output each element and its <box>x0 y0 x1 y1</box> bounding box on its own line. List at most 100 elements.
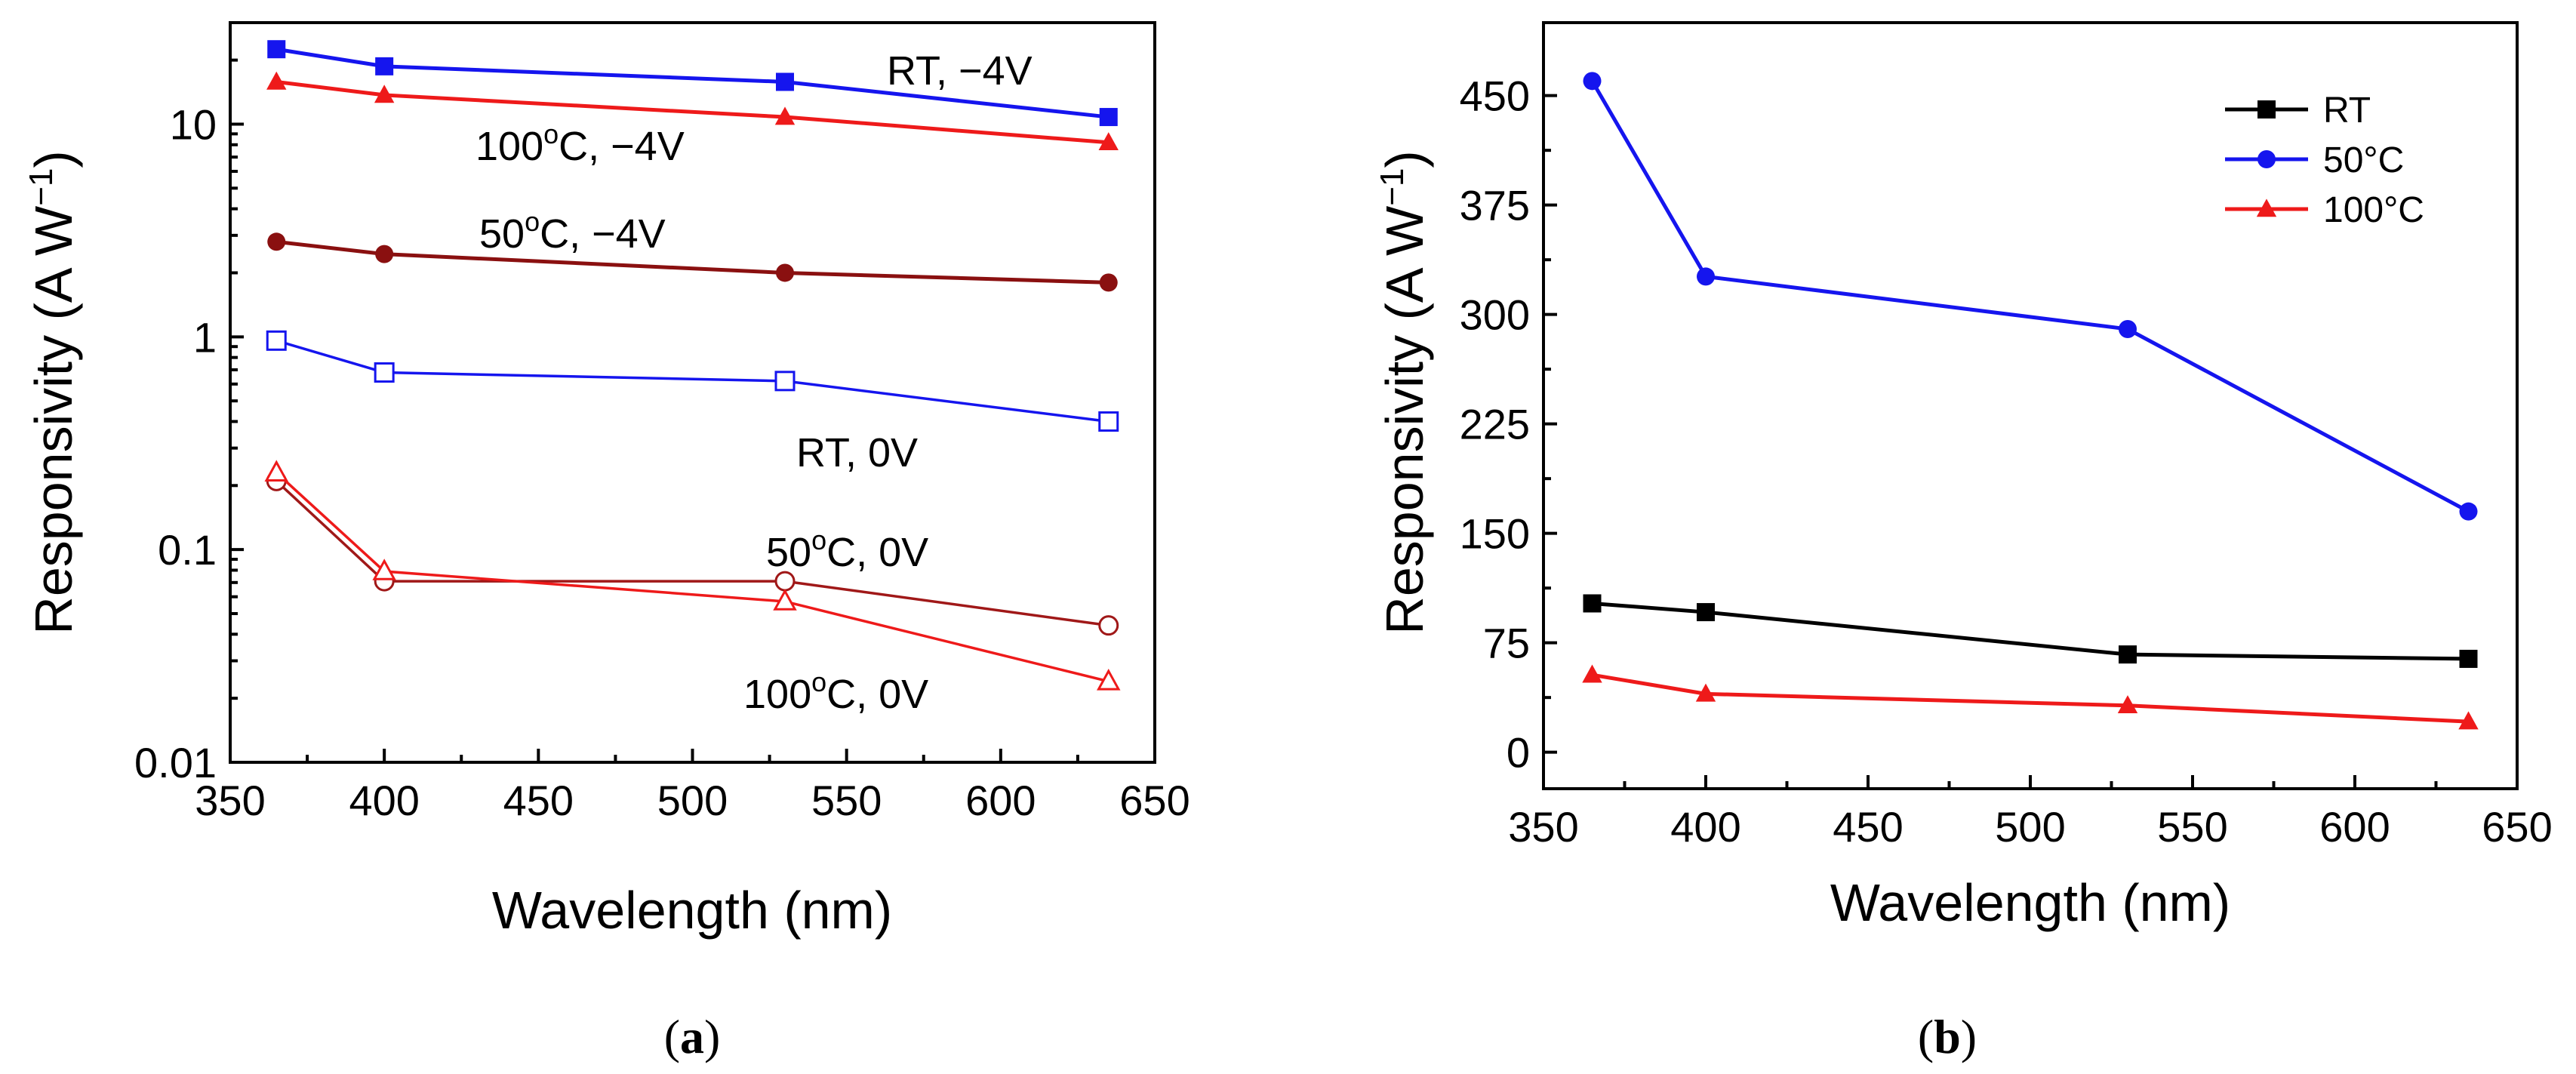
data-point-rt-minus4v <box>375 57 394 75</box>
legend-label: 100°C <box>2323 190 2424 230</box>
y-tick-label: 150 <box>1460 510 1530 558</box>
x-tick-label: 500 <box>1995 803 2065 851</box>
y-tick-label: 1 <box>193 313 217 361</box>
data-point-100c-0v <box>264 460 288 482</box>
legend-marker <box>2257 100 2276 118</box>
data-point-50c <box>2119 320 2137 338</box>
series-100c-minus4v <box>266 71 1119 151</box>
x-tick-label: 450 <box>1833 803 1903 851</box>
data-point-rt <box>2459 649 2478 668</box>
panel-a-y-axis-title: Responsivity (A W−1) <box>23 150 83 634</box>
series-line-100c-0v <box>275 471 1109 683</box>
data-point-50c-minus4v <box>776 263 794 282</box>
x-tick-label: 350 <box>195 777 265 824</box>
panel-b-x-axis-title: Wavelength (nm) <box>1830 873 2230 932</box>
legend-marker <box>2257 150 2276 168</box>
data-point-50c <box>2459 502 2478 521</box>
series-rt-0v <box>266 330 1119 432</box>
data-point-50c <box>1583 72 1602 91</box>
data-point-50c-0v <box>1098 615 1119 636</box>
annotation-100c-0v: 100oC, 0V <box>743 666 928 717</box>
data-point-100c-0v <box>1097 669 1121 691</box>
data-point-100c <box>1582 664 1602 683</box>
y-tick-label: 10 <box>170 100 217 148</box>
data-point-100c <box>2458 711 2479 730</box>
legend-label: 50°C <box>2323 140 2404 180</box>
data-point-100c <box>1695 683 1716 702</box>
data-point-rt <box>2119 645 2137 664</box>
data-point-rt-0v <box>266 330 287 351</box>
y-tick-label: 75 <box>1483 620 1530 667</box>
x-tick-label: 600 <box>965 777 1036 824</box>
y-tick-label: 375 <box>1460 182 1530 229</box>
panel-b-x-ticks: 350 400 450 500 550 600 650 <box>1508 775 2553 851</box>
panel-a: 350 400 450 500 550 600 650 0.01 0.1 1 10 Wavelen… <box>23 21 1190 1063</box>
series-line-100c-minus4v <box>275 80 1109 145</box>
panel-a-y-ticks: 0.01 0.1 1 10 <box>134 21 244 786</box>
x-tick-label: 450 <box>503 777 574 824</box>
series-line-50c-minus4v <box>275 239 1109 285</box>
data-point-rt <box>1697 603 1715 622</box>
panel-b-y-axis-title: Responsivity (A W−1) <box>1374 150 1434 634</box>
series-rt-minus4v <box>267 40 1118 127</box>
legend-item-50c: 50°C <box>2225 140 2404 180</box>
annotation-100c-minus4v: 100oC, −4V <box>475 118 685 169</box>
series-line-rt-0v <box>275 339 1109 423</box>
data-point-rt-minus4v <box>267 40 286 59</box>
series-line-50c <box>1590 80 2470 513</box>
series-50c <box>1583 72 2478 521</box>
x-tick-label: 500 <box>657 777 728 824</box>
panel-a-series <box>264 40 1121 691</box>
data-point-100c-minus4v <box>1098 132 1119 151</box>
annotation-50c-minus4v: 50oC, −4V <box>479 206 666 257</box>
data-point-50c <box>1697 267 1715 286</box>
data-point-50c-minus4v <box>267 232 286 251</box>
y-tick-label: 225 <box>1460 401 1530 448</box>
panel-b-plot-frame <box>1542 21 2519 790</box>
panel-b-caption: (b) <box>1918 1010 1977 1063</box>
legend-label: RT <box>2323 91 2371 131</box>
x-tick-label: 400 <box>349 777 419 824</box>
data-point-rt-0v <box>374 362 395 383</box>
y-tick-label: 300 <box>1460 291 1530 339</box>
series-50c-minus4v <box>267 232 1118 292</box>
y-tick-label: 0 <box>1507 729 1530 777</box>
data-point-rt-minus4v <box>1099 108 1118 127</box>
annotation-rt-minus4v: RT, −4V <box>887 48 1033 94</box>
series-line-rt-minus4v <box>275 47 1109 119</box>
x-tick-label: 600 <box>2319 803 2390 851</box>
series-line-rt <box>1592 601 2469 661</box>
y-tick-label: 0.01 <box>134 739 217 786</box>
series-100c-0v <box>264 460 1121 691</box>
x-tick-label: 550 <box>811 777 882 824</box>
panel-b-legend: RT 50°C 100°C <box>2225 91 2424 230</box>
data-point-100c <box>2117 695 2138 714</box>
legend-marker <box>2256 198 2277 217</box>
panel-b-y-ticks: 0 75 150 225 300 375 450 <box>1460 72 1557 777</box>
series-line-50c-0v <box>275 480 1109 627</box>
data-point-100c-minus4v <box>374 85 395 103</box>
panel-a-x-axis-title: Wavelength (nm) <box>492 881 892 940</box>
data-point-100c-0v <box>773 589 797 611</box>
data-point-rt <box>1583 594 1602 613</box>
series-100c <box>1582 664 2479 730</box>
panel-a-caption: (a) <box>664 1010 721 1063</box>
legend-item-rt: RT <box>2225 91 2371 131</box>
x-tick-label: 650 <box>2482 803 2552 851</box>
x-tick-label: 550 <box>2157 803 2227 851</box>
data-point-100c-minus4v <box>266 71 287 90</box>
x-tick-label: 400 <box>1670 803 1740 851</box>
data-point-100c-0v <box>372 559 396 580</box>
data-point-rt-0v <box>774 371 796 392</box>
legend-item-100c: 100°C <box>2225 190 2424 230</box>
data-point-rt-minus4v <box>776 72 794 91</box>
annotation-rt-0v: RT, 0V <box>796 430 918 475</box>
panel-b-series <box>1582 72 2479 730</box>
x-tick-label: 350 <box>1508 803 1578 851</box>
y-tick-label: 450 <box>1460 72 1530 120</box>
series-50c-0v <box>266 470 1119 636</box>
data-point-50c-minus4v <box>375 245 394 263</box>
data-point-rt-0v <box>1098 411 1119 432</box>
data-point-50c-minus4v <box>1099 273 1118 292</box>
